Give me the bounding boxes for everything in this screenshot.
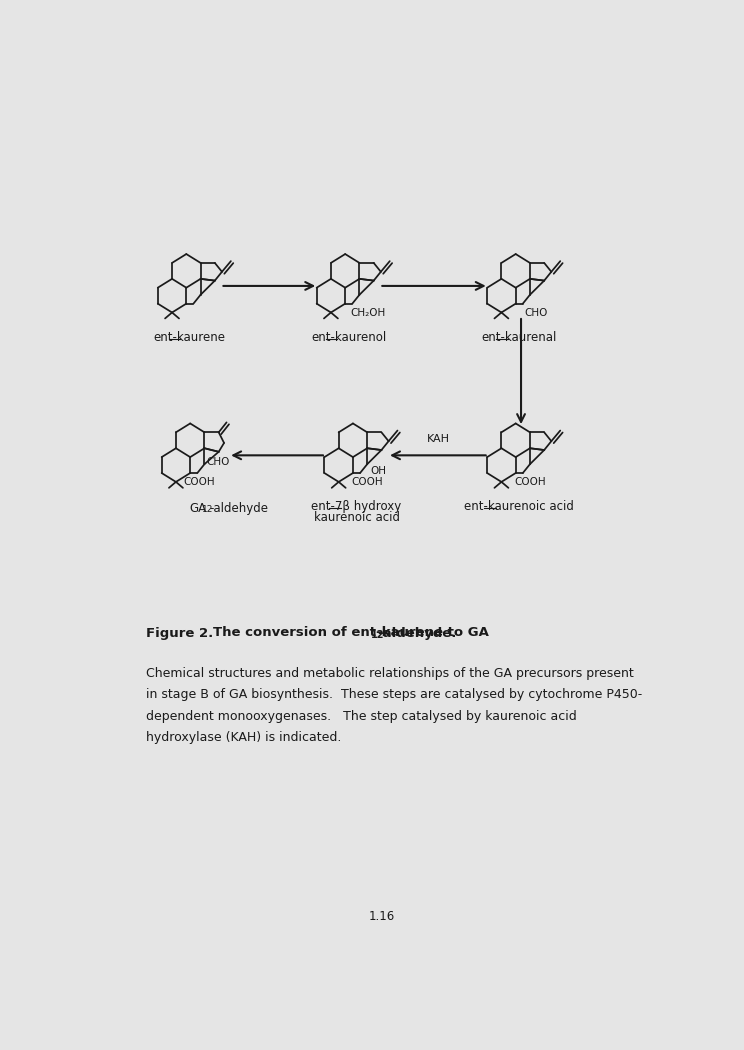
Text: ent-7β hydroxy: ent-7β hydroxy xyxy=(312,500,402,513)
Text: Figure 2.: Figure 2. xyxy=(146,627,213,639)
Text: 12: 12 xyxy=(202,505,213,513)
Text: CHO: CHO xyxy=(525,308,548,318)
Text: OH: OH xyxy=(370,466,386,476)
Text: in stage B of GA biosynthesis.  These steps are catalysed by cytochrome P450-: in stage B of GA biosynthesis. These ste… xyxy=(146,688,642,701)
Text: COOH: COOH xyxy=(351,478,382,487)
Text: ent-kaurenal: ent-kaurenal xyxy=(481,331,557,343)
Text: ent-kaurenol: ent-kaurenol xyxy=(311,331,386,343)
Text: 1.16: 1.16 xyxy=(368,910,394,923)
Text: GA: GA xyxy=(189,502,206,514)
Text: CH₂OH: CH₂OH xyxy=(350,308,386,318)
Text: 12: 12 xyxy=(371,630,384,639)
Text: ent-kaurene: ent-kaurene xyxy=(154,331,226,343)
Text: COOH: COOH xyxy=(514,478,545,487)
Text: The conversion of ent-kaurene to GA: The conversion of ent-kaurene to GA xyxy=(213,627,489,639)
Text: COOH: COOH xyxy=(183,478,215,487)
Text: Chemical structures and metabolic relationships of the GA precursors present: Chemical structures and metabolic relati… xyxy=(146,667,633,679)
Text: ent-kaurenoic acid: ent-kaurenoic acid xyxy=(464,500,574,513)
Text: kaurenoic acid: kaurenoic acid xyxy=(313,510,400,524)
Text: -aldehyde.: -aldehyde. xyxy=(377,627,457,639)
Text: CHO: CHO xyxy=(206,457,230,467)
Text: hydroxylase (KAH) is indicated.: hydroxylase (KAH) is indicated. xyxy=(146,731,341,744)
Text: dependent monooxygenases.   The step catalysed by kaurenoic acid: dependent monooxygenases. The step catal… xyxy=(146,710,577,722)
Text: KAH: KAH xyxy=(426,434,449,444)
Text: -aldehyde: -aldehyde xyxy=(209,502,269,514)
